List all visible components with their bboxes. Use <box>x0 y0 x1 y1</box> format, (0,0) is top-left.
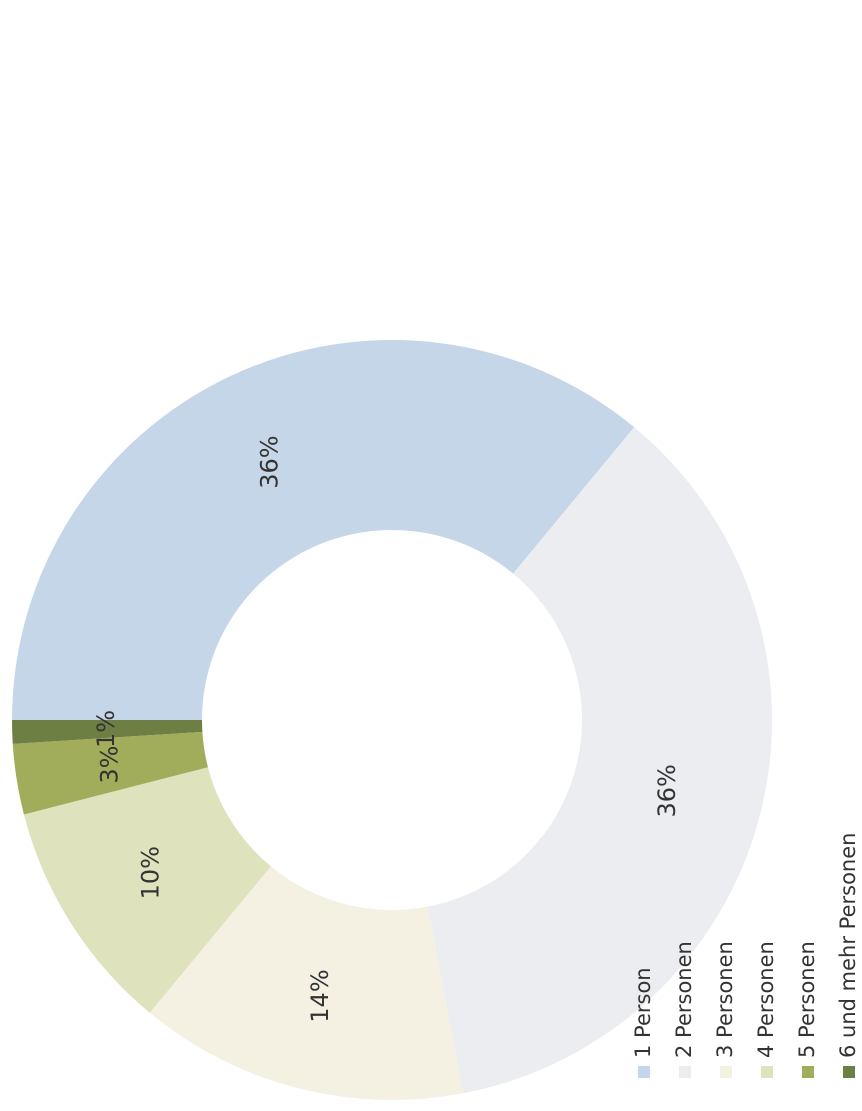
donut-slice <box>12 731 208 815</box>
slice-label: 1% <box>92 710 120 748</box>
donut-slice <box>149 866 464 1100</box>
legend-label: 4 Personen <box>754 941 778 1058</box>
donut-slice <box>427 427 773 1094</box>
slice-label: 36% <box>256 435 284 488</box>
legend-swatch <box>802 1066 814 1078</box>
legend-label: 1 Person <box>631 967 655 1058</box>
slice-label: 3% <box>96 746 124 784</box>
legend-swatch <box>679 1066 691 1078</box>
donut-slice <box>12 720 203 744</box>
donut-slice <box>23 767 271 1013</box>
legend-item: 5 Personen <box>795 941 819 1078</box>
legend-label: 6 und mehr Personen <box>836 833 860 1058</box>
legend-label: 5 Personen <box>795 941 819 1058</box>
legend-swatch <box>720 1066 732 1078</box>
legend-label: 3 Personen <box>713 941 737 1058</box>
legend-swatch <box>761 1066 773 1078</box>
donut-slice <box>12 339 635 720</box>
legend-label: 2 Personen <box>672 941 696 1058</box>
slice-label: 10% <box>136 846 164 899</box>
legend-item: 6 und mehr Personen <box>836 833 860 1078</box>
legend-item: 3 Personen <box>713 941 737 1078</box>
slice-label: 36% <box>653 764 681 817</box>
legend-item: 1 Person <box>631 967 655 1078</box>
legend-item: 4 Personen <box>754 941 778 1078</box>
legend-item: 2 Personen <box>672 941 696 1078</box>
legend-swatch <box>843 1066 855 1078</box>
legend-swatch <box>638 1066 650 1078</box>
slice-label: 14% <box>306 969 334 1022</box>
